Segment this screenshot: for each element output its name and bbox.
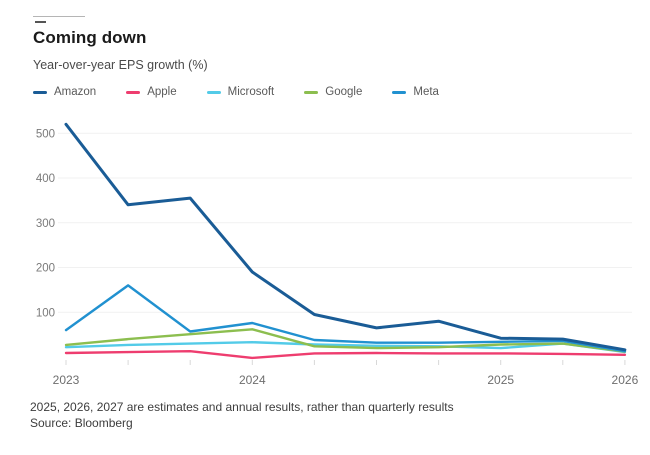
x-axis-label: 2023 xyxy=(53,373,80,387)
series-line-meta xyxy=(64,284,627,353)
y-axis-label: 500 xyxy=(36,128,55,140)
top-dash xyxy=(35,21,46,23)
legend-swatch-icon xyxy=(304,90,319,94)
series-line-apple xyxy=(64,350,627,360)
legend-label: Google xyxy=(325,86,363,98)
series-line-google xyxy=(64,328,627,353)
chart-title: Coming down xyxy=(33,28,147,47)
y-axis-label: 100 xyxy=(36,307,55,319)
chart-subtitle: Year-over-year EPS growth (%) xyxy=(33,58,208,72)
y-axis-label: 400 xyxy=(36,173,55,185)
x-axis-label: 2025 xyxy=(487,373,514,387)
legend-item-amazon: Amazon xyxy=(33,86,96,98)
y-axis-label: 300 xyxy=(36,218,55,230)
legend-label: Apple xyxy=(147,86,177,98)
legend-item-meta: Meta xyxy=(392,86,439,98)
legend-item-apple: Apple xyxy=(126,86,177,98)
legend-swatch-icon xyxy=(206,90,221,94)
series-line-amazon xyxy=(64,122,627,352)
legend-label: Microsoft xyxy=(227,86,275,98)
x-axis-label: 2026 xyxy=(612,373,639,387)
x-axis-label: 2024 xyxy=(239,373,266,387)
legend: Amazon Apple Microsoft Google Meta xyxy=(33,86,439,98)
top-rule xyxy=(33,16,85,17)
chart-footnote: 2025, 2026, 2027 are estimates and annua… xyxy=(30,400,454,414)
legend-swatch-icon xyxy=(392,90,407,94)
series-line-microsoft xyxy=(64,341,627,354)
legend-item-microsoft: Microsoft xyxy=(206,86,275,98)
legend-swatch-icon xyxy=(126,90,141,94)
legend-label: Amazon xyxy=(54,86,97,98)
legend-swatch-icon xyxy=(33,90,47,94)
chart-source: Source: Bloomberg xyxy=(30,416,133,430)
y-axis-label: 200 xyxy=(36,263,55,275)
legend-label: Meta xyxy=(413,86,439,98)
legend-item-google: Google xyxy=(304,86,362,98)
